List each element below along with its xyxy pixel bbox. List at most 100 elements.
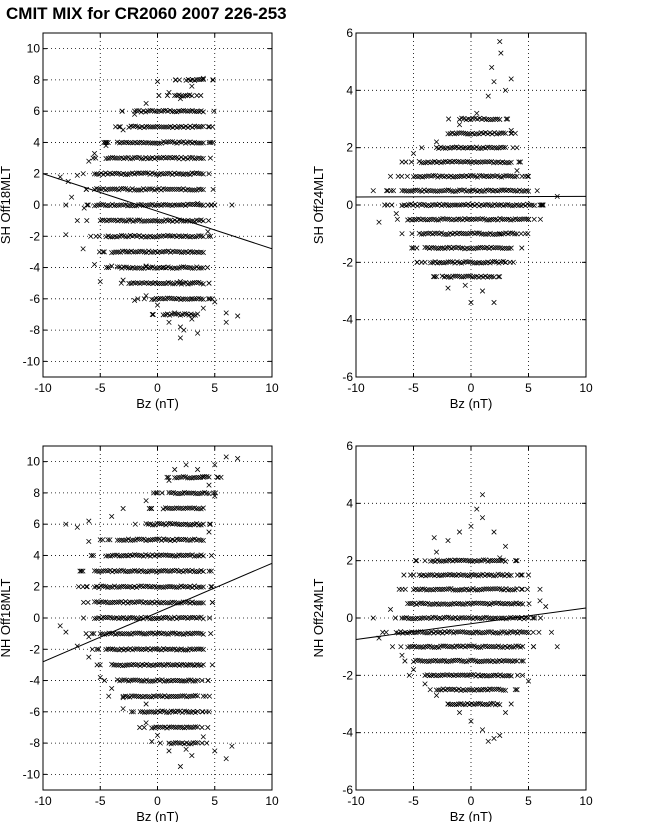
data-point-band-edge xyxy=(207,521,213,527)
data-point-band xyxy=(479,245,486,251)
data-point-band xyxy=(123,234,129,240)
data-point-band xyxy=(200,646,206,653)
data-point-band xyxy=(498,259,504,265)
data-point-band xyxy=(440,672,446,678)
data-point xyxy=(166,319,172,325)
data-point-band-edge xyxy=(414,259,420,265)
data-point-band xyxy=(407,644,413,650)
data-point-band xyxy=(474,131,480,137)
data-point-band xyxy=(178,249,185,256)
data-point-band xyxy=(200,249,206,256)
data-point-band xyxy=(514,216,521,222)
data-point-band-edge xyxy=(209,599,215,605)
data-point-band xyxy=(486,572,492,578)
data-point-band xyxy=(195,740,201,746)
data-point-band xyxy=(138,156,144,162)
y-tick-label: -6 xyxy=(342,370,353,384)
data-point-band xyxy=(503,630,510,636)
data-point-band xyxy=(158,584,164,590)
data-point-band xyxy=(143,218,149,224)
data-point-band xyxy=(141,646,147,652)
data-point xyxy=(508,76,514,82)
data-point xyxy=(206,482,212,488)
data-point-band xyxy=(187,187,193,193)
data-point-band xyxy=(157,724,164,730)
data-point-band-edge xyxy=(390,188,397,194)
data-point-band xyxy=(456,600,462,607)
data-point-band xyxy=(411,217,417,223)
data-point xyxy=(491,299,497,306)
data-point-band xyxy=(446,629,452,635)
data-point-band xyxy=(485,586,491,592)
data-point-band xyxy=(97,631,103,637)
data-point xyxy=(497,39,503,45)
data-point-band xyxy=(140,568,146,574)
data-point-band xyxy=(150,140,156,146)
data-point-band xyxy=(188,693,194,699)
data-point xyxy=(189,753,195,759)
data-point-band xyxy=(147,186,153,192)
data-point xyxy=(74,218,80,224)
data-point-band xyxy=(422,644,428,650)
data-point xyxy=(74,524,80,530)
data-point-band xyxy=(200,171,206,177)
data-point-band xyxy=(148,124,154,130)
data-point-band xyxy=(432,188,438,194)
data-point xyxy=(149,738,155,745)
data-point xyxy=(189,296,195,302)
data-point-band xyxy=(442,216,448,222)
data-point-band xyxy=(474,659,480,665)
y-tick-label: 0 xyxy=(33,611,40,625)
data-point-band xyxy=(166,490,172,496)
data-point-band-edge xyxy=(214,474,220,480)
data-point-band xyxy=(160,614,166,621)
data-point-band xyxy=(479,702,486,708)
data-point xyxy=(468,718,474,724)
data-point-band-edge xyxy=(380,629,386,635)
x-tick-label: 5 xyxy=(525,794,532,808)
x-tick-label: 5 xyxy=(211,381,218,395)
data-point-band xyxy=(445,644,451,650)
data-point-band xyxy=(175,693,181,699)
data-point-band xyxy=(473,600,479,606)
data-point-band xyxy=(124,662,130,668)
data-point xyxy=(468,523,474,529)
data-point-band-edge xyxy=(199,724,205,731)
data-point xyxy=(422,259,428,265)
data-point-band xyxy=(463,615,469,621)
data-point-band-edge xyxy=(432,274,438,280)
data-point-band xyxy=(492,116,498,122)
data-point-band xyxy=(139,678,145,684)
data-point-band xyxy=(123,569,129,575)
data-point-band xyxy=(428,188,434,194)
data-point-band xyxy=(194,217,200,223)
data-point xyxy=(537,586,543,592)
data-point-band xyxy=(147,616,153,622)
data-point-band xyxy=(463,231,469,237)
data-point-band xyxy=(193,490,199,497)
data-point-band xyxy=(415,174,421,180)
data-point-band xyxy=(492,586,498,592)
data-point-band xyxy=(200,616,206,622)
data-point-band xyxy=(175,491,181,497)
data-point xyxy=(143,720,149,726)
data-point-band xyxy=(459,658,465,664)
data-point xyxy=(474,506,480,512)
data-point-band xyxy=(456,557,462,564)
data-point-band xyxy=(149,568,155,574)
data-point-band xyxy=(406,616,412,622)
data-point-band xyxy=(498,130,504,136)
data-point-band xyxy=(421,173,428,179)
fit-line xyxy=(356,607,586,640)
data-point xyxy=(514,558,520,564)
data-point-band xyxy=(437,173,443,179)
data-point-band xyxy=(443,614,449,620)
data-point-band xyxy=(459,274,465,280)
y-axis-label: SH Off18MLT xyxy=(0,166,13,244)
data-point-band xyxy=(458,557,465,563)
data-point-band xyxy=(501,216,507,222)
data-point-band xyxy=(465,687,471,693)
data-point-band-edge xyxy=(80,171,86,177)
data-point-band xyxy=(125,265,131,271)
data-point-band xyxy=(502,160,508,166)
